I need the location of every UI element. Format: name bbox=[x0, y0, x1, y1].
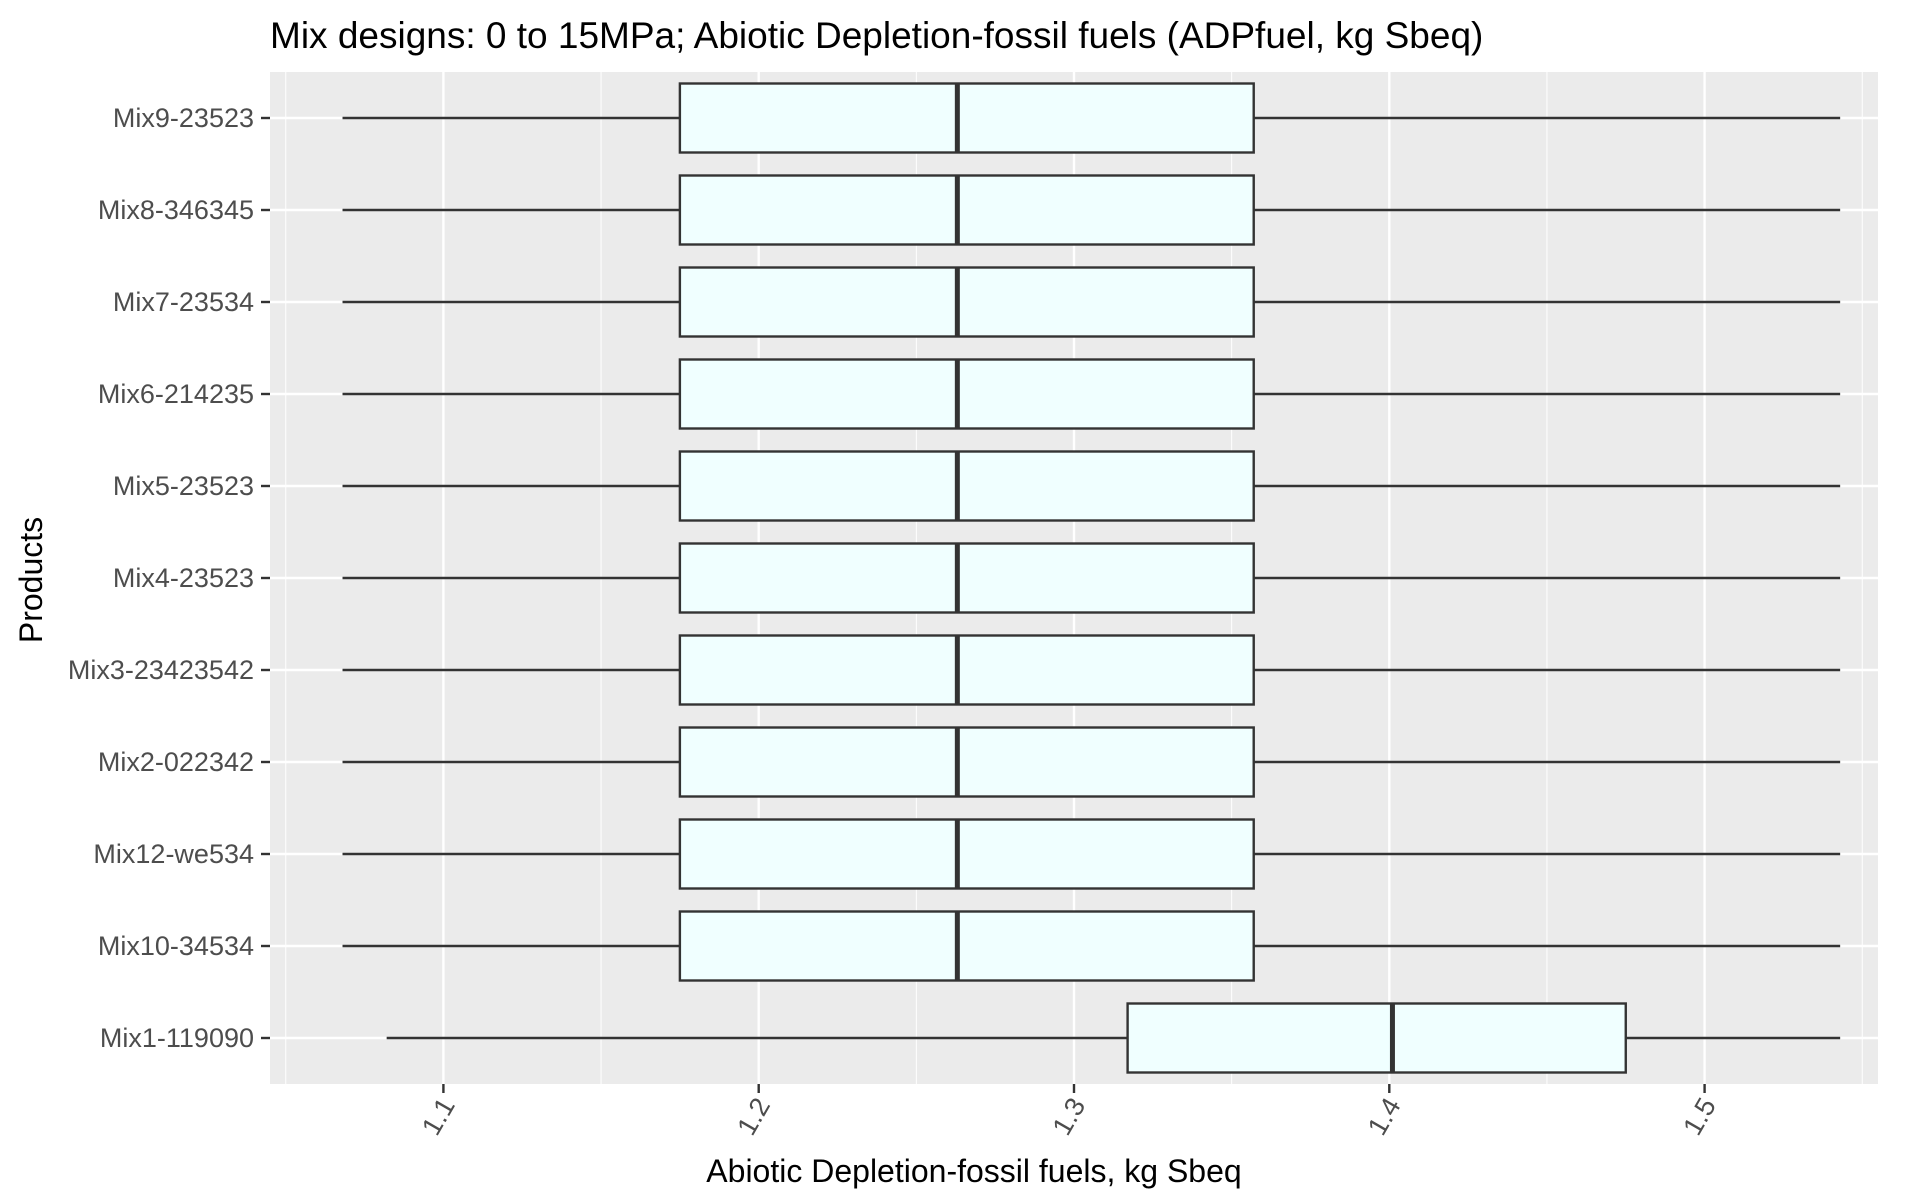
box-Mix10-34534 bbox=[342, 910, 1841, 982]
y-tick-label: Mix9-23523 bbox=[113, 103, 254, 133]
y-tick-label: Mix10-34534 bbox=[98, 931, 254, 961]
x-axis-title: Abiotic Depletion-fossil fuels, kg Sbeq bbox=[706, 1153, 1241, 1189]
box-Mix9-23523 bbox=[342, 82, 1841, 154]
box-Mix6-214235 bbox=[342, 358, 1841, 430]
box-iqr bbox=[678, 266, 1255, 338]
box-Mix7-23534 bbox=[342, 266, 1841, 338]
box-iqr bbox=[678, 726, 1255, 798]
y-axis-title: Products bbox=[13, 517, 49, 643]
box-Mix12-we534 bbox=[342, 818, 1841, 890]
box-iqr bbox=[678, 174, 1255, 246]
x-tick-label: 1.5 bbox=[1677, 1093, 1722, 1141]
box-Mix5-23523 bbox=[342, 450, 1841, 522]
box-Mix3-23423542 bbox=[342, 634, 1841, 706]
y-tick-label: Mix7-23534 bbox=[113, 287, 254, 317]
box-Mix4-23523 bbox=[342, 542, 1841, 614]
box-iqr bbox=[678, 634, 1255, 706]
x-axis: 1.1 1.2 1.3 1.4 1.5 bbox=[416, 1084, 1722, 1140]
y-tick-label: Mix6-214235 bbox=[98, 379, 254, 409]
box-Mix8-346345 bbox=[342, 174, 1841, 246]
y-tick-label: Mix12-we534 bbox=[93, 839, 254, 869]
box-iqr bbox=[678, 910, 1255, 982]
box-series bbox=[342, 82, 1841, 1074]
box-iqr bbox=[678, 358, 1255, 430]
y-tick-label: Mix1-119090 bbox=[100, 1023, 254, 1053]
x-tick-label: 1.3 bbox=[1047, 1093, 1092, 1141]
box-iqr bbox=[678, 542, 1255, 614]
box-iqr bbox=[1126, 1002, 1627, 1074]
x-tick-label: 1.4 bbox=[1362, 1093, 1407, 1141]
x-tick-label: 1.1 bbox=[416, 1093, 461, 1141]
y-tick-label: Mix3-23423542 bbox=[68, 655, 254, 685]
y-tick-label: Mix4-23523 bbox=[113, 563, 254, 593]
box-iqr bbox=[678, 818, 1255, 890]
box-iqr bbox=[678, 450, 1255, 522]
chart-title: Mix designs: 0 to 15MPa; Abiotic Depleti… bbox=[270, 15, 1483, 56]
x-tick-label: 1.2 bbox=[731, 1093, 776, 1141]
box-iqr bbox=[678, 82, 1255, 154]
y-tick-label: Mix2-022342 bbox=[98, 747, 254, 777]
box-Mix2-022342 bbox=[342, 726, 1841, 798]
y-tick-label: Mix5-23523 bbox=[113, 471, 254, 501]
box-Mix1-119090 bbox=[386, 1002, 1841, 1074]
y-tick-label: Mix8-346345 bbox=[98, 195, 254, 225]
y-axis: Mix9-23523 Mix8-346345 Mix7-23534 Mix6-2142… bbox=[68, 103, 270, 1053]
